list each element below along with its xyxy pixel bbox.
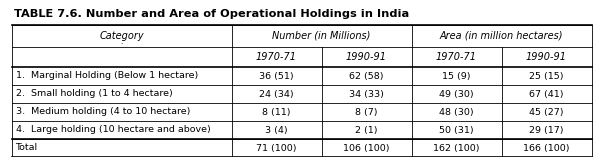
Text: 166 (100): 166 (100) [523,143,570,152]
Text: 24 (34): 24 (34) [259,89,294,98]
Text: 2 (1): 2 (1) [355,125,377,135]
Text: Category: Category [99,31,144,41]
Text: 62 (58): 62 (58) [349,71,384,81]
Text: .: . [121,39,122,45]
Text: 1970-71: 1970-71 [256,52,297,62]
Text: 1.  Marginal Holding (Below 1 hectare): 1. Marginal Holding (Below 1 hectare) [16,71,198,81]
Text: 48 (30): 48 (30) [439,108,474,116]
Text: Number (in Millions): Number (in Millions) [273,31,371,41]
Text: 1970-71: 1970-71 [436,52,477,62]
Text: 4.  Large holding (10 hectare and above): 4. Large holding (10 hectare and above) [16,125,210,135]
Text: 1990-91: 1990-91 [526,52,567,62]
Text: 3.  Medium holding (4 to 10 hectare): 3. Medium holding (4 to 10 hectare) [16,108,190,116]
Text: 50 (31): 50 (31) [439,125,474,135]
Text: 3 (4): 3 (4) [265,125,288,135]
Text: 36 (51): 36 (51) [259,71,294,81]
Text: 106 (100): 106 (100) [343,143,390,152]
Text: 67 (41): 67 (41) [529,89,564,98]
Text: TABLE 7.6. Number and Area of Operational Holdings in India: TABLE 7.6. Number and Area of Operationa… [13,9,409,19]
Text: 34 (33): 34 (33) [349,89,384,98]
Text: 29 (17): 29 (17) [529,125,564,135]
Text: 1990-91: 1990-91 [346,52,387,62]
Text: 162 (100): 162 (100) [433,143,480,152]
Text: Total: Total [16,143,37,152]
Text: 25 (15): 25 (15) [529,71,564,81]
Text: 8 (7): 8 (7) [355,108,377,116]
Text: 49 (30): 49 (30) [439,89,474,98]
Text: Area (in million hectares): Area (in million hectares) [440,31,563,41]
Text: 71 (100): 71 (100) [256,143,297,152]
Text: 8 (11): 8 (11) [262,108,291,116]
Text: 2.  Small holding (1 to 4 hectare): 2. Small holding (1 to 4 hectare) [16,89,172,98]
Text: 45 (27): 45 (27) [529,108,564,116]
Text: 15 (9): 15 (9) [442,71,471,81]
